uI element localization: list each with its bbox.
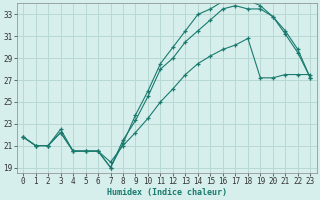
- X-axis label: Humidex (Indice chaleur): Humidex (Indice chaleur): [107, 188, 227, 197]
